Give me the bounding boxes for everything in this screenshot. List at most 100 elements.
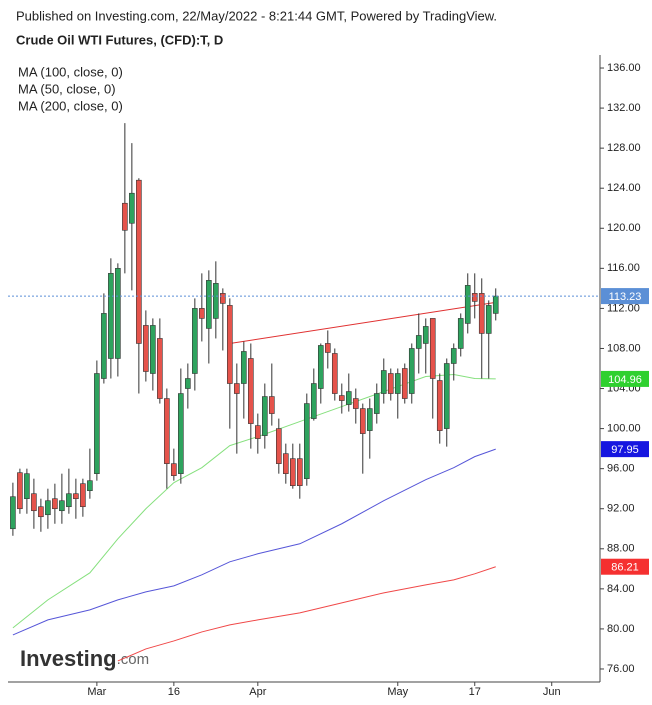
candle-body <box>129 192 135 224</box>
candle-body <box>248 358 254 424</box>
candle-body <box>471 293 478 302</box>
candle-body <box>478 293 485 334</box>
price-label-box <box>601 441 649 458</box>
legend-entry: MA (200, close, 0) <box>18 98 123 113</box>
candle-body <box>359 408 366 434</box>
price-label: 113.23 <box>609 291 642 303</box>
price-label-box <box>601 288 649 305</box>
y-tick-label: 76.00 <box>607 663 635 675</box>
candle-body <box>199 308 205 319</box>
candle-body <box>276 428 282 464</box>
candle-body <box>115 268 121 359</box>
candle-body <box>59 500 65 512</box>
candle-body <box>269 396 275 414</box>
y-tick-label: 100.00 <box>607 423 641 435</box>
candle-body <box>283 453 289 474</box>
candle-body <box>178 393 184 474</box>
candle-body <box>297 458 303 486</box>
candle-body <box>192 308 198 374</box>
header: Published on Investing.com, 22/May/2022 … <box>16 8 497 23</box>
candle-body <box>122 202 128 231</box>
candle-body <box>10 496 16 530</box>
trend-line <box>229 301 496 344</box>
x-tick-label: 16 <box>168 686 180 698</box>
candle-body <box>101 313 107 379</box>
candle-body <box>52 498 58 510</box>
candle-body <box>157 338 163 399</box>
candle-body <box>171 463 177 476</box>
y-tick-label: 80.00 <box>607 623 635 635</box>
price-label: 97.95 <box>611 444 639 456</box>
x-tick-label: Mar <box>87 686 106 698</box>
candle-body <box>450 348 457 364</box>
candle-body <box>338 395 345 401</box>
candle-body <box>87 480 93 491</box>
candle-body <box>331 353 338 394</box>
candle-body <box>324 343 331 353</box>
candle-body <box>80 483 86 508</box>
candle-body <box>73 493 79 500</box>
x-tick-label: Apr <box>249 686 266 698</box>
chart-title: Crude Oil WTI Futures, (CFD):T, D <box>16 32 223 47</box>
candle-body <box>206 280 212 329</box>
candle-body <box>443 363 450 429</box>
candle-body <box>185 378 191 389</box>
candle-body <box>429 318 436 379</box>
candle-body <box>24 473 30 500</box>
legend-entry: MA (50, close, 0) <box>18 81 116 96</box>
x-tick-label: 17 <box>469 686 481 698</box>
y-tick-label: 84.00 <box>607 583 635 595</box>
candle-body <box>352 398 359 409</box>
candle-body <box>317 345 324 389</box>
candle-body <box>485 305 492 334</box>
candle-body <box>366 408 373 431</box>
candle-body <box>436 380 443 431</box>
candle-body <box>345 391 352 405</box>
price-label-box <box>601 370 649 387</box>
moving-average <box>12 448 496 636</box>
candle-body <box>387 373 394 394</box>
legend-entry: MA (100, close, 0) <box>18 64 123 79</box>
candle-body <box>227 305 233 384</box>
candle-body <box>492 295 499 314</box>
candle-body <box>143 325 149 372</box>
y-tick-label: 132.00 <box>607 102 641 114</box>
y-tick-label: 136.00 <box>607 62 641 74</box>
candle-body <box>394 373 401 394</box>
candle-body <box>262 396 268 436</box>
candle-body <box>45 500 51 516</box>
candle-body <box>220 293 226 304</box>
watermark: Investing.com <box>20 646 149 671</box>
candle-body <box>464 285 471 324</box>
y-tick-label: 108.00 <box>607 342 641 354</box>
y-tick-label: 124.00 <box>607 182 641 194</box>
candle-body <box>255 425 261 439</box>
y-tick-label: 116.00 <box>607 262 640 274</box>
candle-body <box>38 506 44 518</box>
candle-body <box>164 398 170 464</box>
price-label: 86.21 <box>611 562 639 574</box>
y-tick-label: 96.00 <box>607 463 635 475</box>
candle-body <box>150 325 156 374</box>
candle-body <box>31 493 37 512</box>
x-tick-label: Jun <box>543 686 561 698</box>
candle-body <box>422 326 429 344</box>
candle-body <box>415 335 422 349</box>
candle-body <box>66 493 72 508</box>
y-tick-label: 92.00 <box>607 503 635 515</box>
candle-body <box>457 318 464 349</box>
candle-body <box>401 368 408 399</box>
candle-body <box>94 373 100 474</box>
candle-body <box>108 273 114 359</box>
moving-average <box>117 566 496 662</box>
x-tick-label: May <box>387 686 408 698</box>
price-label-box <box>601 558 649 575</box>
candle-body <box>380 370 387 394</box>
candle-body <box>290 458 296 486</box>
price-label: 104.96 <box>608 374 642 386</box>
candle-body <box>310 383 317 419</box>
candle-body <box>17 472 23 510</box>
y-tick-label: 128.00 <box>607 142 641 154</box>
y-tick-label: 88.00 <box>607 543 635 555</box>
